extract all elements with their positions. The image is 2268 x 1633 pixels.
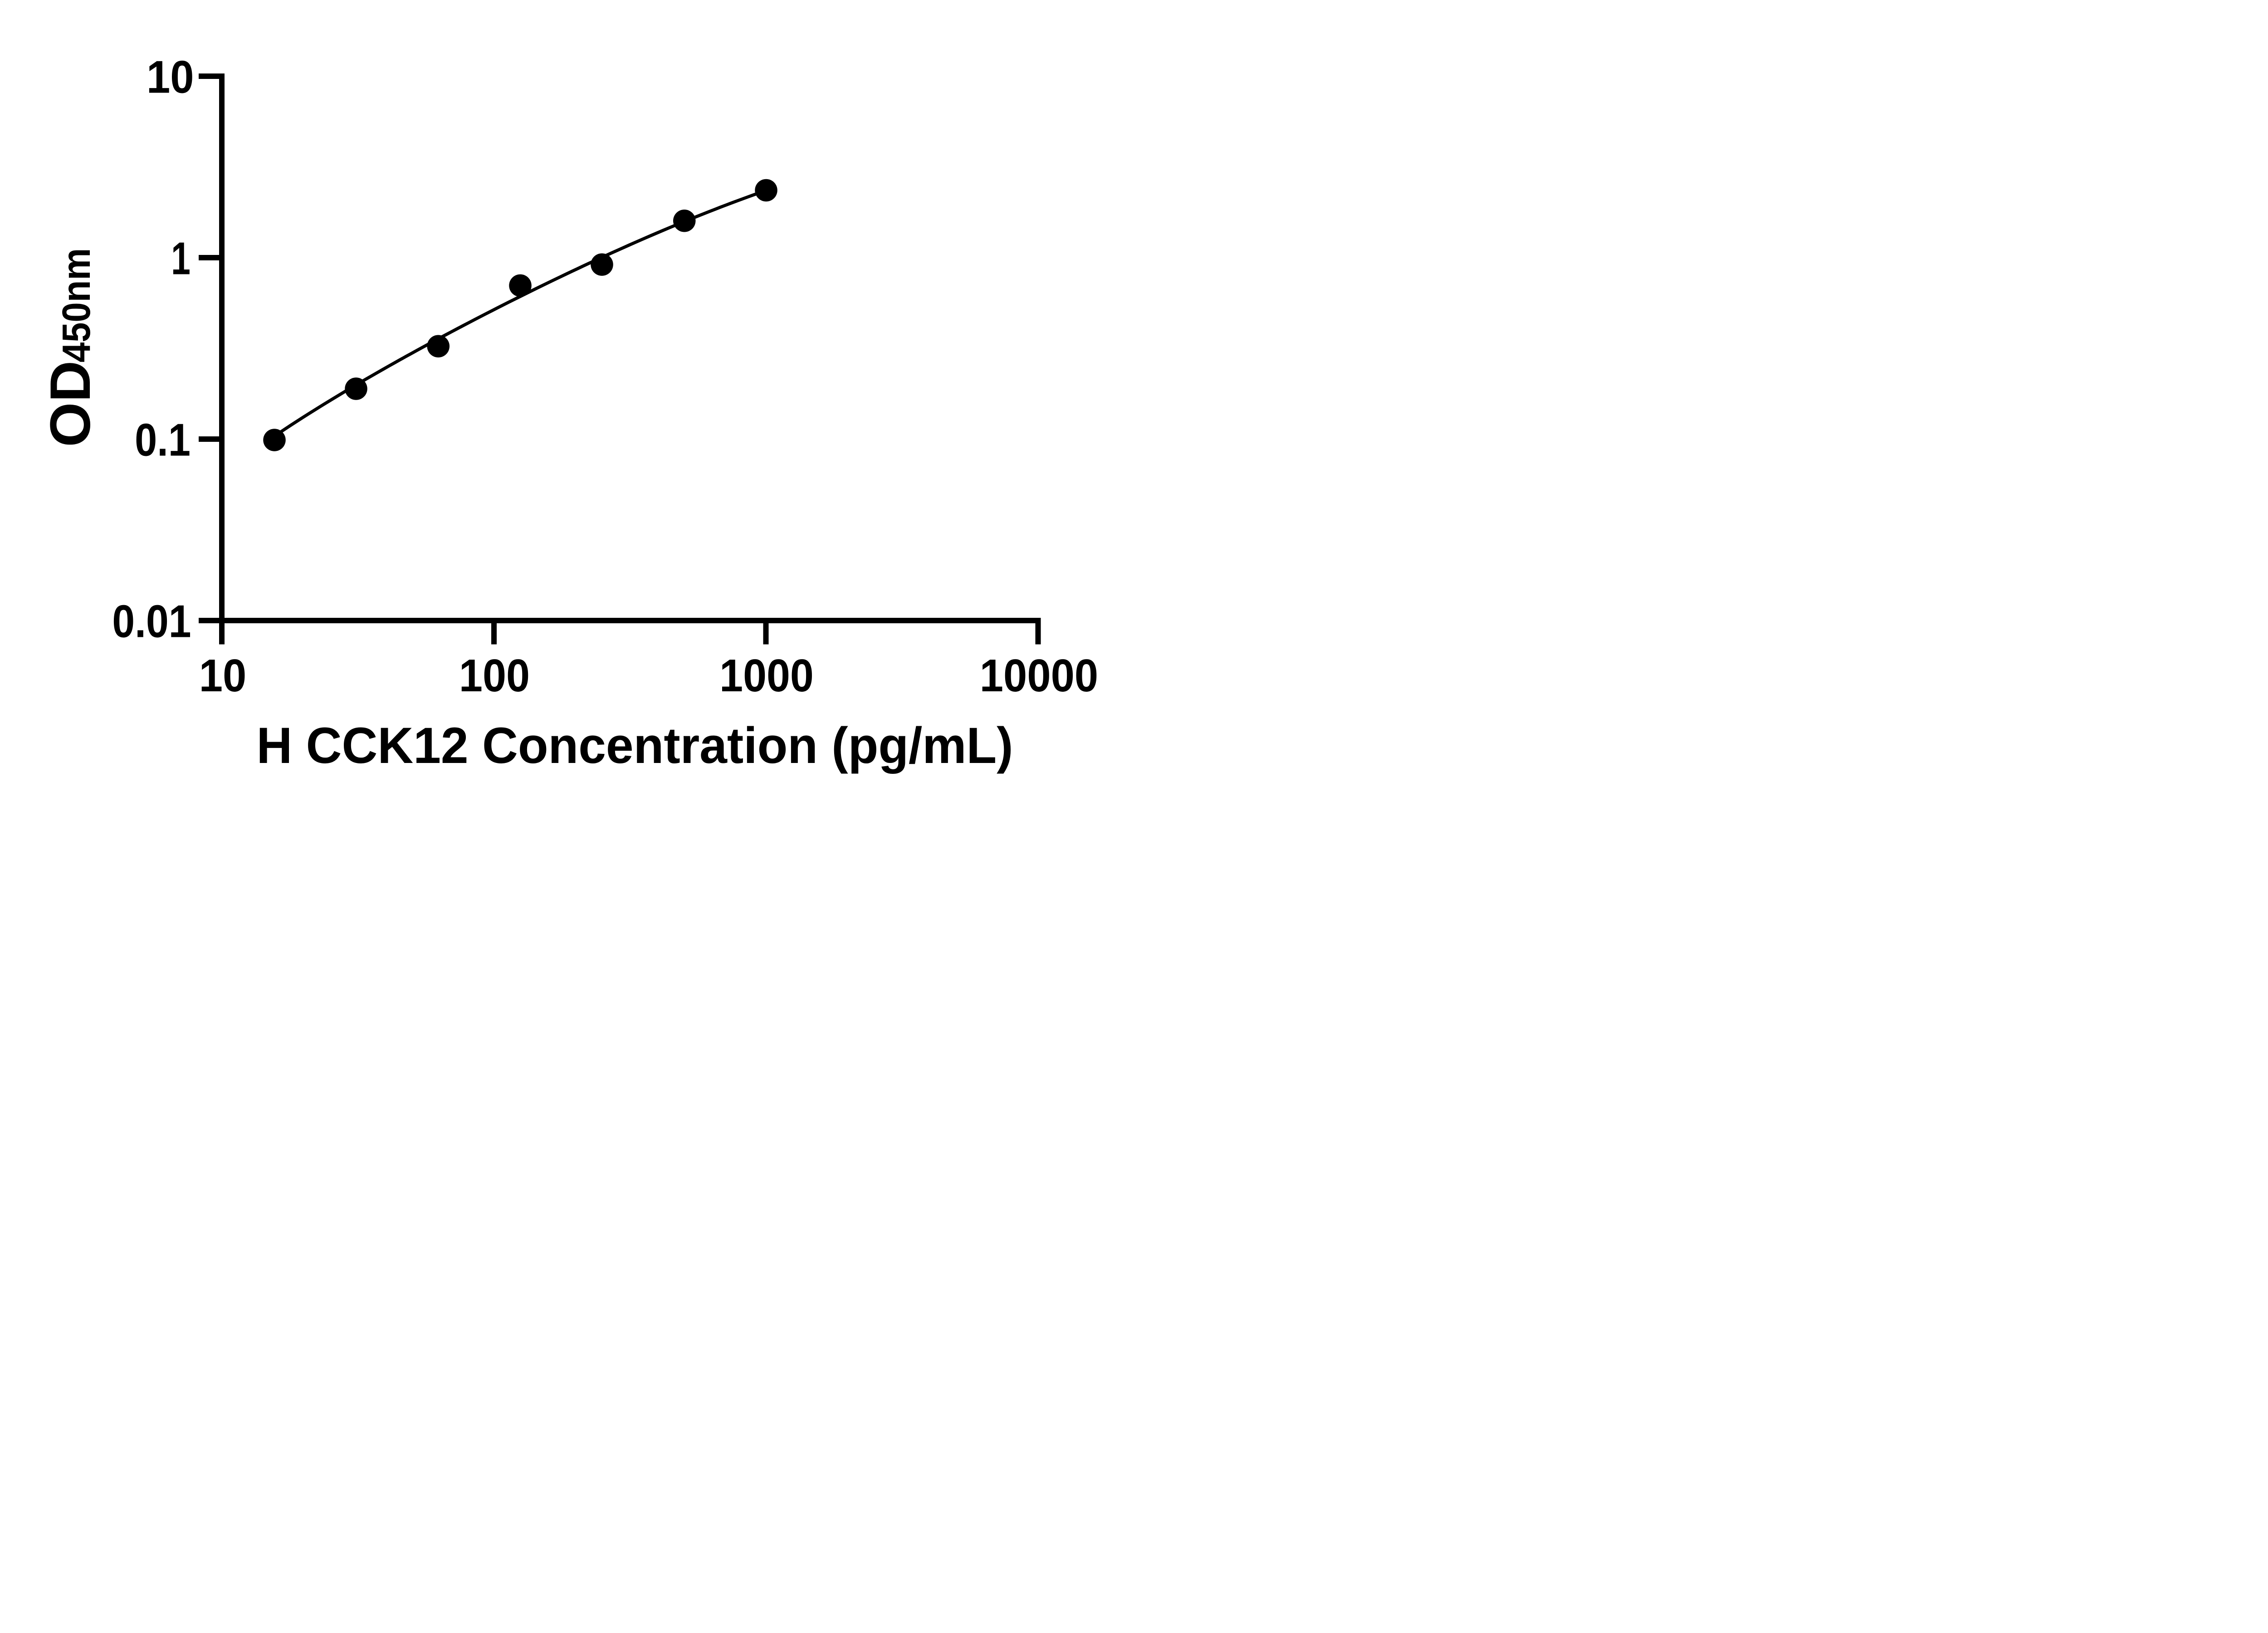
svg-text:0.1: 0.1 bbox=[135, 415, 191, 466]
svg-text:H CCK12 Concentration (pg/mL): H CCK12 Concentration (pg/mL) bbox=[257, 717, 1013, 774]
svg-text:100: 100 bbox=[459, 650, 530, 701]
svg-text:450nm: 450nm bbox=[54, 248, 98, 362]
svg-text:1000: 1000 bbox=[719, 650, 814, 701]
svg-text:10000: 10000 bbox=[980, 650, 1098, 701]
svg-text:1: 1 bbox=[171, 234, 191, 284]
svg-text:0.01: 0.01 bbox=[112, 596, 191, 647]
svg-text:10: 10 bbox=[147, 52, 194, 103]
svg-text:OD: OD bbox=[39, 361, 102, 447]
svg-text:10: 10 bbox=[199, 650, 247, 701]
